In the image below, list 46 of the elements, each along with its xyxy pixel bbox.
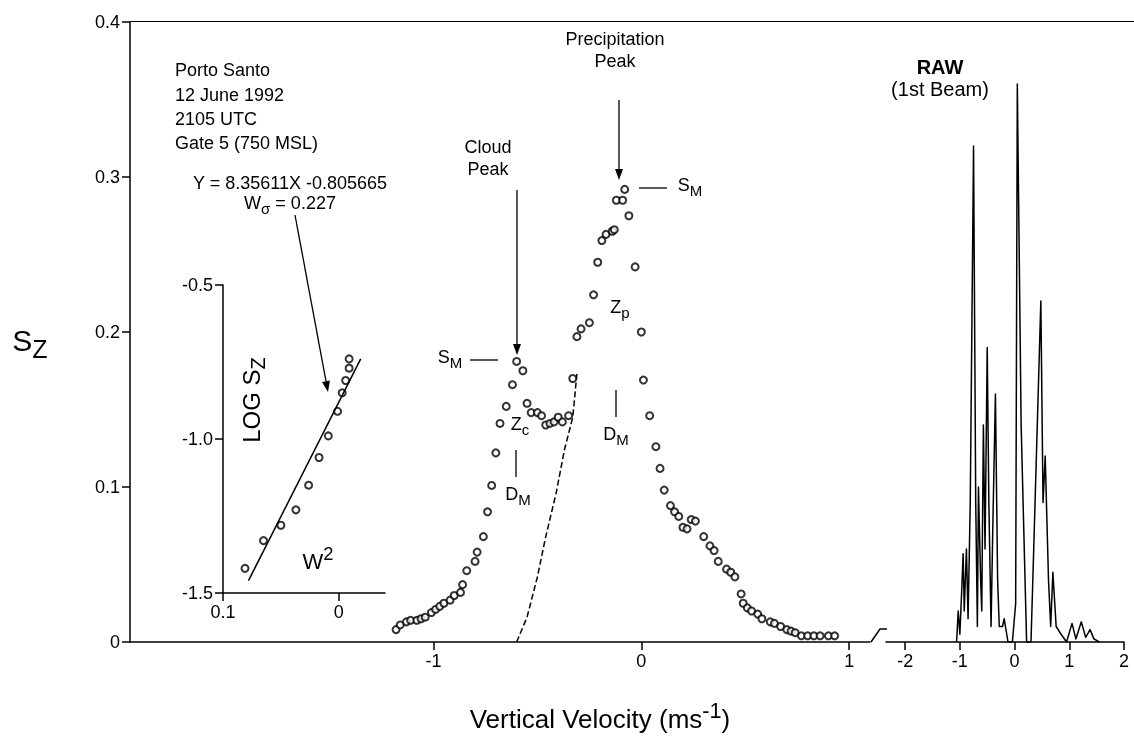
x-axis-title: W$^{2}$: [302, 542, 334, 575]
x-tick-label: -1: [951, 651, 968, 671]
point: [259, 536, 268, 546]
x-tick-label: 1: [844, 651, 855, 671]
x-tick-label: 0: [636, 651, 647, 671]
x-tick-label: -1: [425, 651, 442, 671]
annotation: Z$_{c}$: [510, 413, 530, 440]
point: [333, 406, 343, 416]
annotation: S$_{M}$: [677, 174, 703, 201]
annotation: W$_{σ}$ = 0.227: [244, 192, 336, 219]
point: [291, 505, 301, 515]
point: [341, 375, 351, 385]
point: [276, 520, 286, 530]
y-tick-label: -1.0: [181, 429, 213, 449]
point: [344, 363, 354, 373]
annotation: 12 June 1992: [175, 84, 285, 106]
y-axis-title: S$_{Z}$: [12, 323, 48, 365]
text: RAW: [916, 56, 964, 78]
text: (1st Beam): [891, 78, 989, 100]
annotation: S$_{M}$: [437, 346, 463, 373]
x-tick-label: 2: [1118, 651, 1130, 671]
point: [304, 480, 314, 490]
point: [314, 452, 324, 462]
annotation: Z$_{p}$: [610, 296, 630, 323]
y-tick-label: 0.1: [94, 477, 120, 497]
point: [240, 563, 250, 573]
y-tick-label: 0.3: [94, 167, 120, 187]
annotation: Porto Santo: [175, 59, 271, 81]
annotation: D$_{M}$: [505, 483, 531, 510]
x-axis-title: Vertical Velocity (ms$^{-1}$): [469, 697, 731, 735]
point: [323, 431, 333, 441]
annotation: Gate 5 (750 MSL): [175, 132, 319, 154]
x-tick-label: -2: [897, 651, 914, 671]
y-tick-label: -1.5: [181, 583, 213, 603]
x-tick-label: 1: [1064, 651, 1075, 671]
y-tick-label: -0.5: [181, 275, 213, 295]
y-tick-label: 0.4: [94, 12, 120, 32]
point: [344, 354, 354, 364]
annotation: D$_{M}$: [603, 423, 629, 450]
y-tick-label: 0.2: [94, 322, 120, 342]
annotation: Y = 8.35611X -0.805665: [192, 172, 388, 194]
x-tick-label: 0: [1009, 651, 1020, 671]
annotation: Cloud Peak: [463, 136, 513, 180]
y-tick-label: 0: [109, 632, 120, 652]
annotation: Precipitation Peak: [564, 28, 666, 72]
annotation: 2105 UTC: [175, 108, 258, 130]
